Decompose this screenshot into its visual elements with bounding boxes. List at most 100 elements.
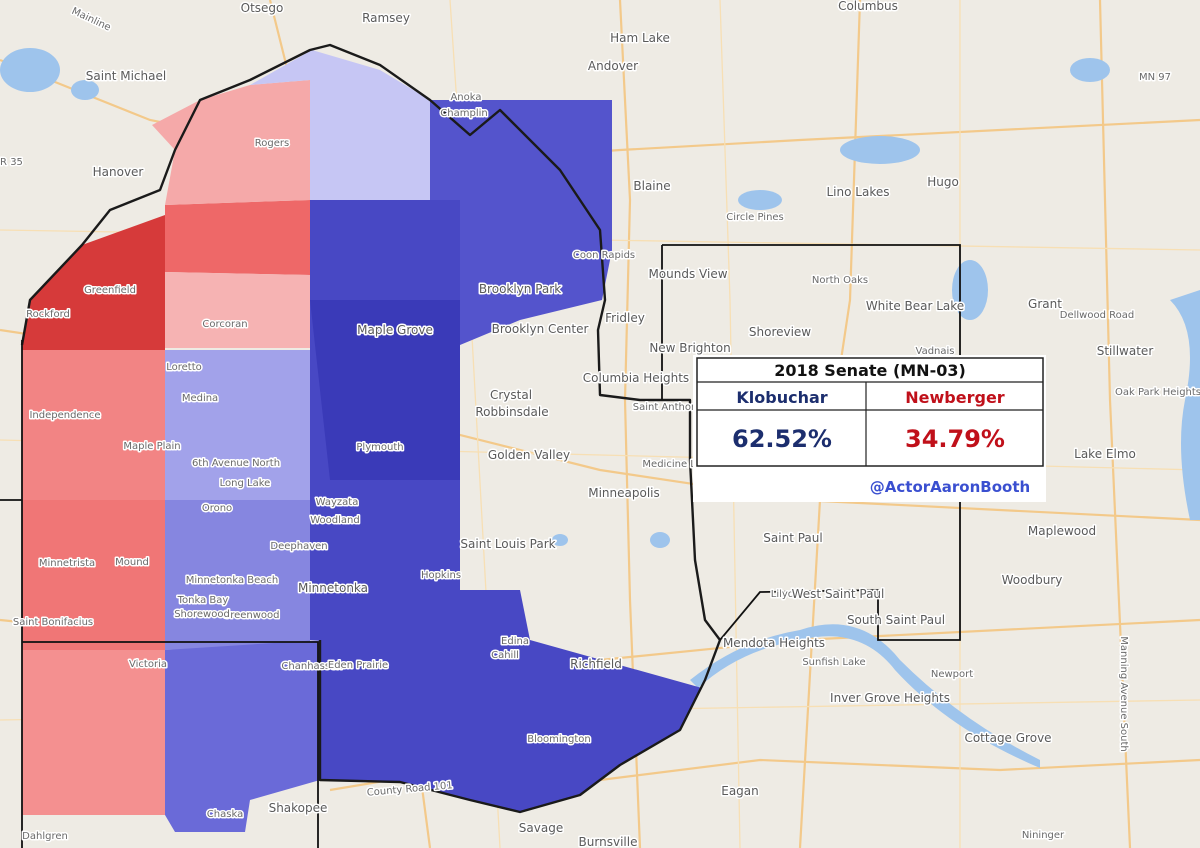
place-label: Medina	[182, 393, 218, 404]
results-box: 2018 Senate (MN-03) Klobuchar Newberger …	[693, 355, 1046, 502]
place-label: Chanhassen	[281, 661, 342, 672]
place-label: Hopkins	[421, 570, 461, 581]
place-label: Nininger	[1022, 830, 1065, 841]
place-label: Shorewood	[174, 609, 230, 620]
precinct-area	[250, 50, 430, 200]
place-label: Independence	[29, 410, 100, 421]
place-label: Stillwater	[1097, 344, 1154, 358]
lakes	[0, 48, 1200, 768]
road	[1098, 0, 1132, 848]
place-label: Long Lake	[220, 478, 271, 489]
place-label: Lino Lakes	[827, 185, 890, 199]
results-table	[696, 357, 1044, 467]
place-label: Cahill	[491, 650, 519, 661]
place-label: Deephaven	[270, 541, 327, 552]
place-label: Saint Paul	[763, 531, 822, 545]
place-label: Oak Park Heights	[1115, 387, 1200, 398]
lake	[71, 80, 99, 100]
precinct-area	[165, 350, 310, 500]
road	[719, 0, 741, 848]
place-label: Dahlgren	[22, 831, 68, 842]
place-label: West Saint Paul	[792, 587, 885, 601]
place-label: Grant	[1028, 297, 1062, 311]
place-label: Woodland	[310, 515, 359, 526]
place-label: Coon Rapids	[573, 250, 635, 261]
place-label: Rockford	[26, 309, 70, 320]
lake	[952, 260, 988, 320]
precinct-fills	[22, 50, 702, 832]
place-label: Columbus	[838, 0, 898, 13]
place-label: Champlin	[440, 108, 487, 119]
place-label: Columbia Heights	[583, 371, 689, 385]
place-label: Cottage Grove	[964, 731, 1051, 745]
place-label: Fridley	[605, 311, 645, 325]
precinct-area	[22, 500, 165, 650]
place-label: CR 35	[0, 157, 23, 168]
place-label: Greenwood	[222, 610, 279, 621]
lake	[1070, 58, 1110, 82]
credit: @ActorAaronBooth	[870, 478, 1030, 496]
place-label: Manning Avenue South	[1118, 636, 1129, 751]
results-title: 2018 Senate (MN-03)	[774, 361, 966, 380]
candidate-percent: 34.79%	[905, 425, 1005, 453]
place-label: Dellwood Road	[1060, 310, 1134, 321]
precinct-area	[22, 350, 165, 500]
place-label: Minnetrista	[39, 558, 95, 569]
place-label: Wayzata	[316, 497, 359, 508]
place-label: Shoreview	[749, 325, 811, 339]
lake	[552, 534, 568, 546]
place-label: Lilydale	[771, 589, 809, 600]
precinct-area	[165, 272, 310, 348]
place-label: Plymouth	[356, 442, 403, 453]
place-label: New Brighton	[649, 341, 730, 355]
place-label: Saint Bonifacius	[13, 617, 93, 628]
place-label: Hanover	[93, 165, 144, 179]
place-label: Maple Grove	[357, 323, 433, 337]
place-label: Chaska	[207, 809, 243, 820]
candidate-name: Newberger	[905, 388, 1005, 407]
precinct-area	[165, 200, 310, 275]
place-label: Brooklyn Park	[479, 282, 561, 296]
place-label: Minnetonka	[298, 581, 368, 595]
place-label: White Bear Lake	[866, 299, 964, 313]
place-label: Minnetonka Beach	[186, 575, 279, 586]
place-label: Victoria	[129, 659, 167, 670]
place-label: Mounds View	[648, 267, 727, 281]
place-label: Saint Anthony	[633, 402, 704, 413]
place-label: Lake Elmo	[1074, 447, 1136, 461]
place-label: Blaine	[633, 179, 670, 193]
lake	[0, 48, 60, 92]
place-label: Woodbury	[1002, 573, 1063, 587]
place-label: Inver Grove Heights	[830, 691, 950, 705]
place-label: Orono	[202, 503, 232, 514]
place-label: Eden Prairie	[328, 660, 388, 671]
place-label: Bloomington	[527, 734, 590, 745]
place-label: Crystal	[490, 388, 532, 402]
place-label: Shakopee	[269, 801, 328, 815]
lake	[738, 190, 782, 210]
place-label: Richfield	[570, 657, 622, 671]
place-label: Sunfish Lake	[802, 657, 865, 668]
place-label: Saint Michael	[86, 69, 166, 83]
candidate-name: Klobuchar	[736, 388, 827, 407]
district-boundary	[20, 43, 722, 814]
place-label: Hugo	[927, 175, 959, 189]
place-label: Robbinsdale	[475, 405, 548, 419]
place-label: Circle Pines	[726, 212, 784, 223]
place-label: Golden Valley	[488, 448, 570, 462]
place-label: Andover	[588, 59, 638, 73]
place-label: Maplewood	[1028, 524, 1096, 538]
place-label: Maple Plain	[123, 441, 180, 452]
place-label: Savage	[519, 821, 563, 835]
place-label: Burnsville	[579, 835, 638, 848]
lake	[840, 136, 920, 164]
place-label: Saint Louis Park	[460, 537, 555, 551]
precinct-area	[152, 80, 310, 205]
place-label: MN 97	[1139, 72, 1171, 83]
place-label: Newport	[931, 669, 973, 680]
place-label: Loretto	[166, 362, 202, 373]
precinct-area	[430, 100, 612, 345]
place-label: Otsego	[241, 1, 284, 15]
